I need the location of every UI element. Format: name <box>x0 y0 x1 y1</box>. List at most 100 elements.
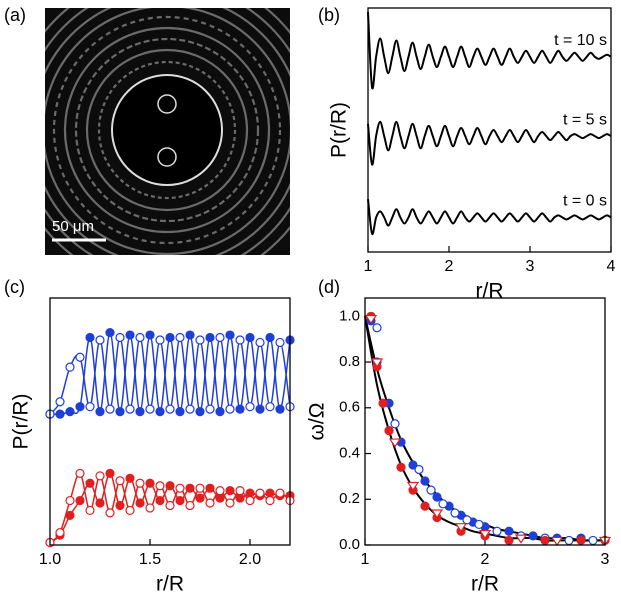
data-point <box>265 402 275 412</box>
data-point <box>135 407 145 417</box>
series-label: t = 10 s <box>554 32 607 49</box>
data-point <box>105 508 115 518</box>
data-point <box>275 488 285 498</box>
data-point <box>95 471 105 481</box>
data-point <box>65 362 75 372</box>
data-point <box>165 332 175 343</box>
data-point <box>185 404 195 414</box>
data-point <box>396 462 406 472</box>
data-point <box>225 498 235 508</box>
panel-label: (b) <box>318 5 340 25</box>
data-point <box>245 332 255 343</box>
data-point <box>450 508 460 518</box>
data-point <box>235 404 245 414</box>
plot-frame <box>364 297 606 546</box>
data-point <box>225 330 235 340</box>
data-point <box>275 404 285 414</box>
data-point <box>215 486 225 496</box>
data-point <box>265 332 275 343</box>
data-point <box>588 535 598 546</box>
data-point <box>426 485 436 495</box>
y-tick-label: 0.4 <box>339 444 360 461</box>
y-axis-label: ω/Ω <box>306 403 329 441</box>
x-tick-label: 3 <box>601 551 610 568</box>
data-point <box>165 404 175 414</box>
data-point <box>390 419 400 429</box>
series-line <box>49 336 291 415</box>
data-point <box>378 398 388 408</box>
data-point <box>65 407 75 417</box>
x-tick-label: 1.0 <box>39 551 61 568</box>
data-point <box>205 404 215 414</box>
data-point <box>255 404 265 414</box>
data-point <box>372 323 382 333</box>
data-point <box>195 335 205 345</box>
data-point <box>145 478 155 488</box>
data-point <box>430 509 444 519</box>
data-point <box>155 407 165 417</box>
data-point <box>135 332 145 343</box>
series-line <box>364 316 605 542</box>
data-point <box>245 495 255 506</box>
data-point <box>175 495 185 506</box>
data-point <box>55 397 65 407</box>
x-tick-label: 3 <box>526 258 535 275</box>
data-point <box>370 358 384 368</box>
data-point <box>205 332 215 343</box>
data-point <box>205 483 215 493</box>
data-point <box>185 330 195 340</box>
y-tick-label: 1.0 <box>339 307 360 324</box>
data-point <box>454 523 468 533</box>
data-point <box>165 500 175 511</box>
data-point <box>55 409 65 419</box>
data-point <box>514 534 528 544</box>
panel-label: (d) <box>318 277 340 297</box>
data-point <box>406 481 420 492</box>
data-point <box>175 407 185 417</box>
data-point <box>85 505 95 516</box>
data-point <box>145 503 155 513</box>
data-point <box>408 460 418 470</box>
series-line <box>49 331 291 416</box>
data-point <box>364 314 378 325</box>
data-point <box>125 404 135 414</box>
data-point <box>235 493 245 503</box>
data-point <box>155 481 165 491</box>
data-point <box>175 483 185 493</box>
data-point <box>388 438 402 448</box>
data-point <box>564 535 574 546</box>
data-point <box>105 404 115 414</box>
y-axis-label: P(r/R) <box>328 102 351 158</box>
data-point <box>95 335 105 345</box>
data-point <box>478 529 492 540</box>
data-point <box>135 498 145 508</box>
x-tick-label: 1 <box>361 551 370 568</box>
data-point <box>125 330 135 340</box>
data-point <box>115 500 125 511</box>
data-point <box>55 528 65 538</box>
data-point <box>550 536 564 547</box>
data-point <box>145 404 155 414</box>
x-tick-label: 1 <box>364 258 373 275</box>
rings <box>45 8 290 255</box>
data-point <box>438 499 448 509</box>
x-axis-label: r/R <box>476 280 504 303</box>
panel-label: (a) <box>4 5 26 25</box>
data-point <box>115 407 125 417</box>
scale-bar-label: 50 μm <box>52 218 94 235</box>
data-point <box>155 495 165 506</box>
data-point <box>115 332 125 343</box>
series-line <box>367 199 612 236</box>
x-tick-label: 2 <box>445 258 454 275</box>
drop <box>111 74 223 186</box>
data-point <box>265 488 275 498</box>
data-point <box>225 486 235 496</box>
plot-frame <box>49 297 291 546</box>
data-point <box>145 330 155 340</box>
particle <box>157 147 177 167</box>
x-axis-label: r/R <box>471 573 499 596</box>
data-point <box>75 402 85 412</box>
data-point <box>255 488 265 498</box>
data-point <box>175 332 185 343</box>
